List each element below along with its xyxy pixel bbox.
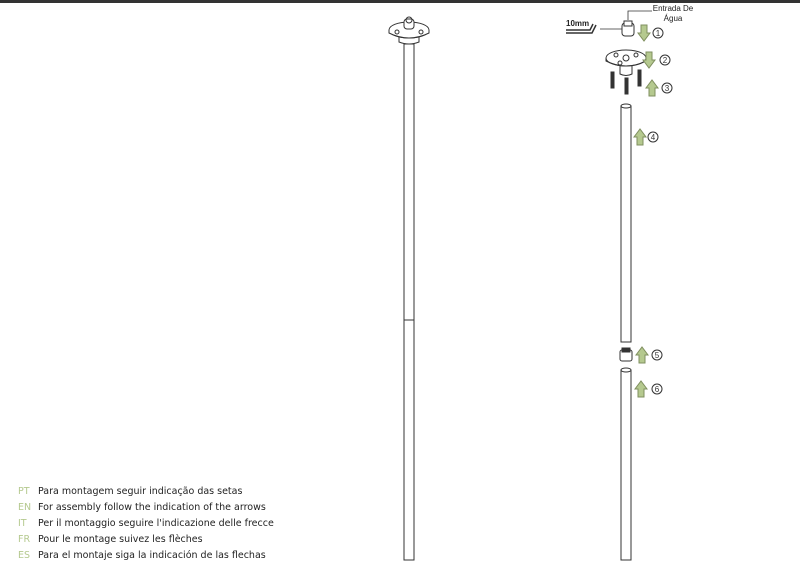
assembled-pole — [388, 16, 430, 561]
instruction-text: Para montagem seguir indicação das setas — [38, 486, 243, 497]
instruction-text: For assembly follow the indication of th… — [38, 502, 266, 513]
lang-code: PT — [18, 486, 30, 497]
instruction-pt: PT Para montagem seguir indicação das set… — [18, 484, 274, 500]
lang-code: IT — [18, 518, 27, 529]
step-circle — [651, 349, 663, 361]
step-number: 2 — [663, 56, 668, 65]
arrow-up-icon — [635, 346, 649, 364]
instruction-it: IT Per il montaggio seguire l'indicazione… — [18, 516, 274, 532]
lang-code: FR — [18, 534, 31, 545]
top-border — [0, 0, 800, 3]
arrow-down-icon — [642, 51, 656, 69]
arrow-down-icon — [637, 24, 651, 42]
step-number: 4 — [651, 133, 656, 142]
upper-tube — [620, 103, 632, 343]
hex-key — [566, 23, 622, 34]
step-circle — [661, 82, 673, 94]
instruction-text: Para el montaje siga la indicación de la… — [38, 550, 266, 561]
instruction-text: Per il montaggio seguire l'indicazione d… — [38, 518, 274, 529]
lower-tube — [620, 367, 632, 561]
tube-connector — [619, 347, 633, 362]
lang-code: EN — [18, 502, 32, 513]
water-inlet-label: Entrada De Água — [652, 4, 694, 23]
step-number: 3 — [665, 84, 670, 93]
arrow-up-icon — [633, 128, 647, 146]
screws — [610, 69, 642, 95]
step-circle — [652, 27, 664, 39]
arrow-up-icon — [634, 380, 648, 398]
instruction-es: ES Para el montaje siga la indicación de … — [18, 548, 274, 564]
lang-code: ES — [18, 550, 31, 561]
step-number: 5 — [655, 351, 660, 360]
instruction-en: EN For assembly follow the indication of … — [18, 500, 274, 516]
step-circle — [651, 383, 663, 395]
step-number: 6 — [655, 385, 660, 394]
instructions-legend: PT Para montagem seguir indicação das set… — [18, 484, 274, 564]
arrow-up-icon — [645, 79, 659, 97]
water-inlet-fitting — [621, 10, 652, 37]
instruction-fr: FR Pour le montage suivez les flèches — [18, 532, 274, 548]
step-number: 1 — [656, 29, 661, 38]
step-circle — [659, 54, 671, 66]
instruction-text: Pour le montage suivez les flèches — [38, 534, 203, 545]
key-size-label: 10mm — [566, 19, 590, 28]
step-circle — [647, 131, 659, 143]
